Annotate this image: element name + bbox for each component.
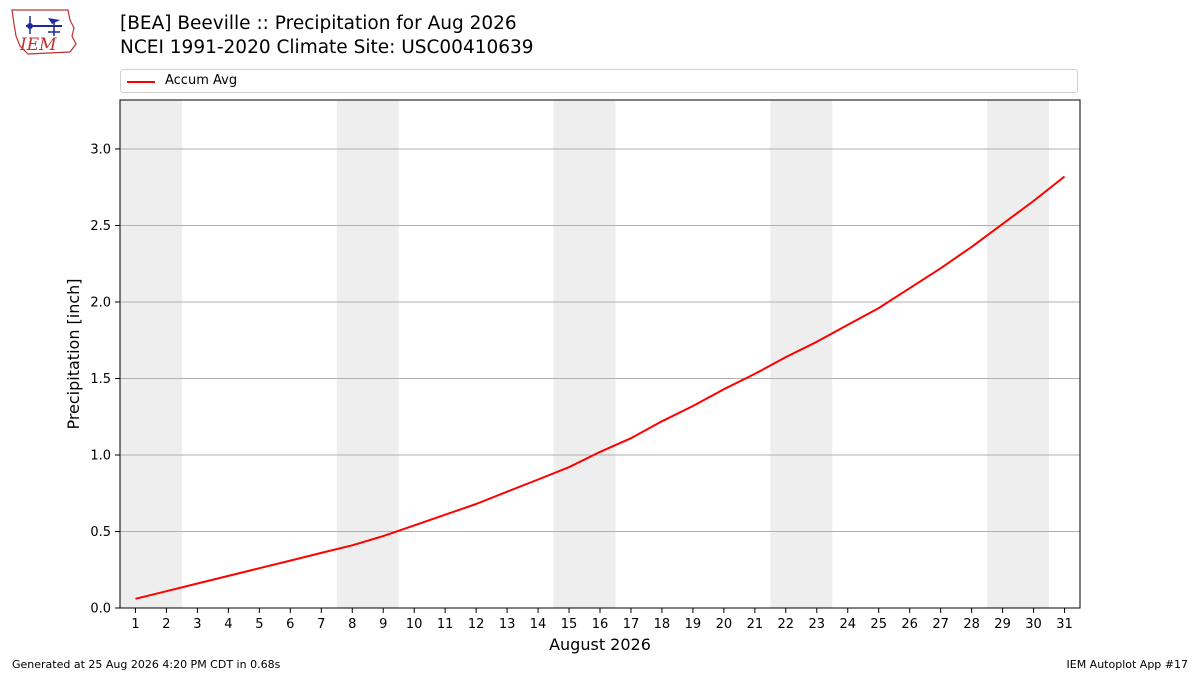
x-tick-label: 23	[809, 617, 826, 632]
x-tick-label: 5	[255, 617, 263, 632]
series-line-accum-avg	[135, 175, 1066, 600]
x-tick-label: 10	[406, 617, 423, 632]
weekend-shade	[770, 100, 833, 608]
x-tick-label: 9	[379, 617, 387, 632]
x-tick-label: 12	[468, 617, 485, 632]
x-tick-label: 14	[530, 617, 547, 632]
weekend-shade	[553, 100, 616, 608]
x-tick-label: 20	[716, 617, 733, 632]
y-tick-label: 2.5	[90, 219, 111, 234]
x-tick-label: 25	[870, 617, 887, 632]
chart-subtitle: NCEI 1991-2020 Climate Site: USC00410639	[120, 37, 534, 58]
y-tick-label: 0.0	[90, 602, 111, 617]
iem-logo: IEM	[8, 6, 80, 58]
footer-app: IEM Autoplot App #17	[1066, 658, 1189, 671]
footer-generated: Generated at 25 Aug 2026 4:20 PM CDT in …	[12, 658, 281, 671]
y-tick-label: 2.0	[90, 295, 111, 310]
logo-text: IEM	[19, 35, 57, 55]
x-axis-label: August 2026	[549, 635, 651, 654]
x-tick-label: 26	[901, 617, 918, 632]
x-tick-label: 6	[286, 617, 294, 632]
x-tick-label: 4	[224, 617, 232, 632]
x-tick-label: 21	[747, 617, 764, 632]
weekend-shade	[120, 100, 182, 608]
x-tick-label: 7	[317, 617, 325, 632]
x-tick-label: 11	[437, 617, 454, 632]
x-tick-label: 3	[193, 617, 201, 632]
x-tick-label: 2	[162, 617, 170, 632]
chart-title: [BEA] Beeville :: Precipitation for Aug …	[120, 13, 517, 34]
x-tick-label: 31	[1056, 617, 1073, 632]
y-tick-label: 1.5	[90, 372, 111, 387]
y-axis-label: Precipitation [inch]	[64, 278, 83, 429]
x-tick-label: 24	[839, 617, 856, 632]
x-tick-label: 28	[963, 617, 980, 632]
x-tick-label: 19	[685, 617, 702, 632]
y-tick-label: 0.5	[90, 525, 111, 540]
weekend-shade	[336, 100, 399, 608]
y-tick-label: 1.0	[90, 448, 111, 463]
x-tick-label: 1	[131, 617, 139, 632]
weekend-shade	[987, 100, 1050, 608]
x-tick-label: 27	[932, 617, 949, 632]
y-tick-label: 3.0	[90, 142, 111, 157]
x-tick-label: 29	[994, 617, 1011, 632]
x-tick-label: 13	[499, 617, 516, 632]
x-tick-label: 30	[1025, 617, 1042, 632]
legend-swatch	[127, 81, 155, 83]
x-tick-label: 22	[778, 617, 795, 632]
legend-label: Accum Avg	[165, 73, 238, 88]
x-tick-label: 18	[654, 617, 671, 632]
x-tick-label: 16	[592, 617, 609, 632]
x-tick-label: 8	[348, 617, 356, 632]
x-tick-label: 17	[623, 617, 640, 632]
legend: Accum Avg	[120, 69, 1078, 93]
x-tick-label: 15	[561, 617, 578, 632]
